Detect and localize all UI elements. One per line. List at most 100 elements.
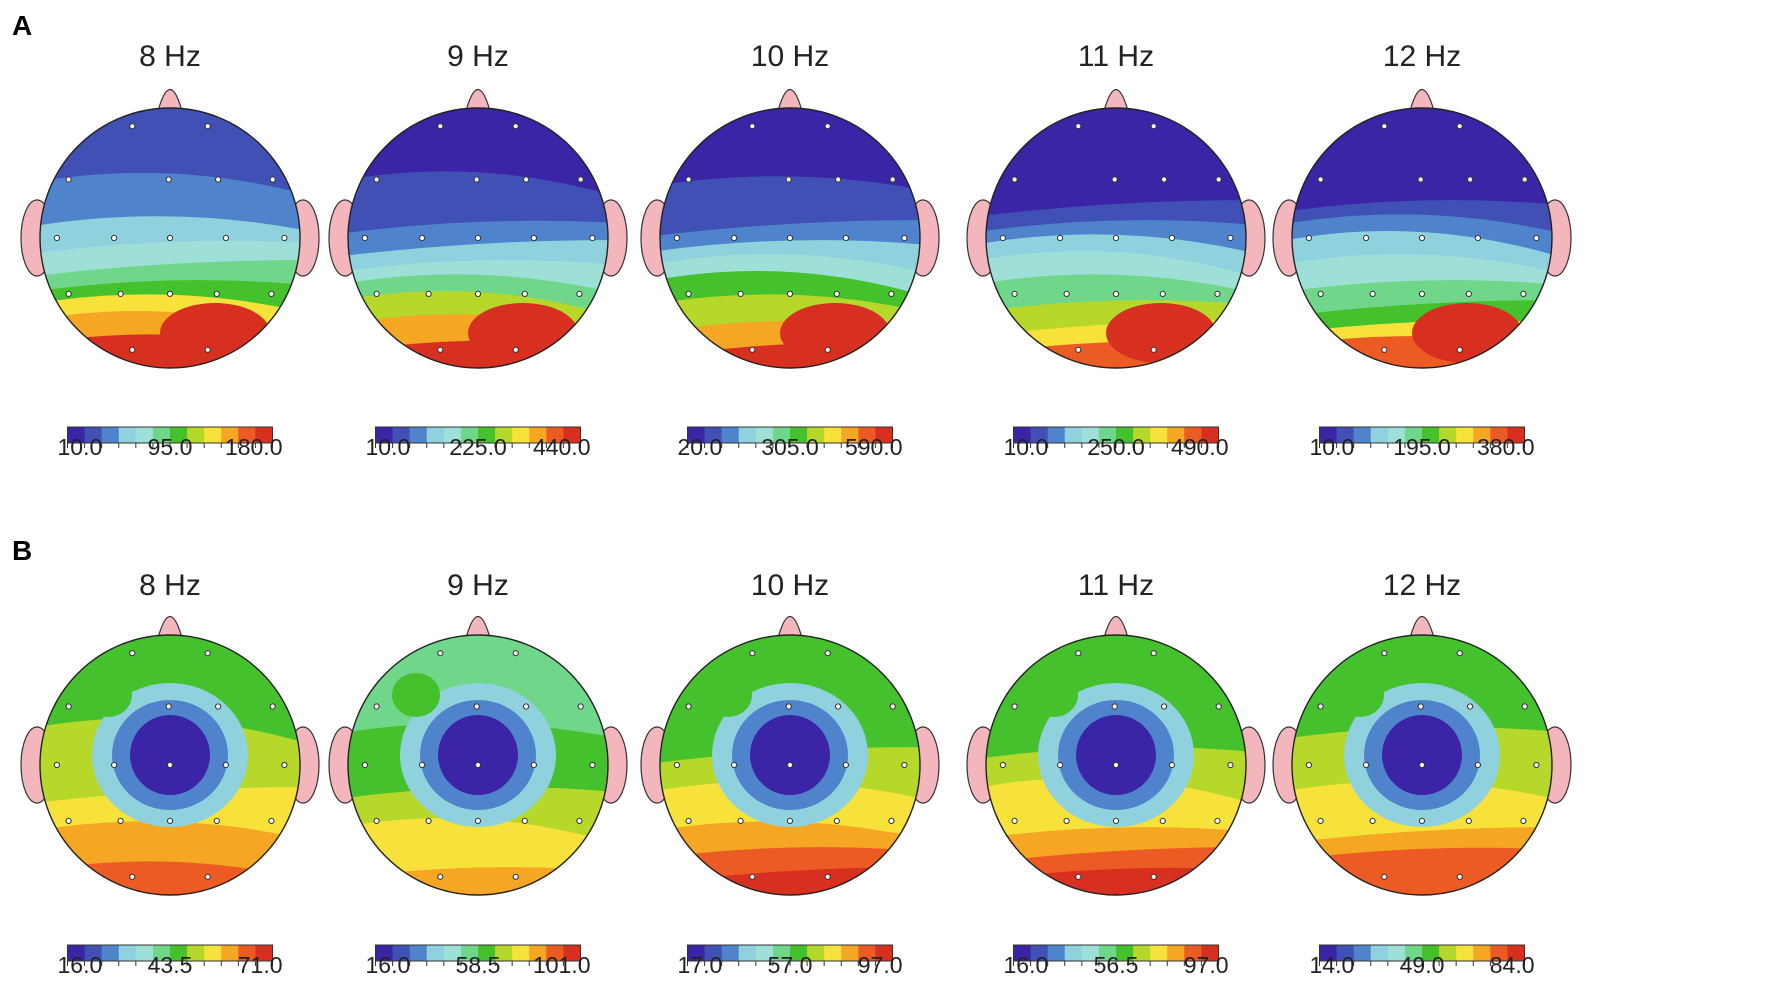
colorbar-swatch	[1150, 945, 1168, 961]
colorbar-swatch	[1422, 945, 1440, 961]
colorbar-swatch	[807, 945, 825, 961]
electrode-marker	[166, 761, 174, 769]
electrode-marker	[786, 290, 794, 297]
colorbar-swatch	[824, 945, 842, 961]
colorbar-swatch	[495, 427, 513, 443]
electrode-marker	[521, 290, 528, 297]
colorbar-swatch	[875, 427, 893, 443]
field-band	[160, 303, 270, 363]
electrode-marker	[731, 234, 738, 242]
colorbar-swatch	[1064, 945, 1083, 961]
colorbar: 16.0 43.5 71.0	[58, 944, 283, 978]
electrode-marker	[269, 703, 276, 710]
electrode-marker	[213, 817, 220, 825]
electrode-marker	[901, 234, 908, 242]
electrode-marker	[373, 817, 380, 825]
scalp-field	[40, 635, 300, 895]
field-band	[392, 673, 440, 717]
electrode-marker	[474, 234, 482, 242]
colorbar-swatch	[841, 945, 859, 961]
electrode-marker	[833, 817, 840, 825]
colorbar-swatch	[460, 427, 479, 443]
electrode-marker	[1227, 761, 1234, 769]
electrode-marker	[204, 346, 211, 353]
colorbar-swatch	[1013, 427, 1032, 443]
scalp-map: 9 Hz 10.0 225.0 440.0	[328, 40, 628, 460]
colorbar-swatch	[1370, 945, 1389, 961]
electrode-marker	[215, 176, 222, 183]
electrode-marker	[523, 176, 530, 183]
electrode-marker	[215, 703, 222, 710]
colorbar-swatch	[512, 427, 530, 443]
scalp-field	[1292, 108, 1552, 368]
electrode-marker	[53, 234, 61, 242]
scalp-map: 10 Hz 17.0 57.0 97.0	[640, 569, 940, 978]
colorbar-swatch	[1507, 427, 1525, 443]
colorbar-swatch	[1404, 427, 1423, 443]
scalp-field	[660, 635, 920, 895]
colorbar: 10.0 225.0 440.0	[366, 426, 591, 460]
colorbar-tick-label: 180.0	[225, 434, 283, 460]
colorbar-swatch	[1319, 427, 1338, 443]
electrode-marker	[749, 123, 756, 130]
colorbar-swatch	[204, 427, 222, 443]
head-outline	[39, 634, 301, 896]
electrode-marker	[373, 703, 380, 710]
electrode-marker	[1161, 176, 1168, 183]
electrode-marker	[685, 703, 692, 710]
electrode-marker	[824, 650, 831, 657]
electrode-marker	[1057, 234, 1064, 242]
colorbar-swatch	[1336, 945, 1355, 961]
electrode-marker	[1317, 703, 1324, 710]
electrode-marker	[204, 873, 211, 880]
electrode-marker	[785, 176, 792, 183]
colorbar-tick-label: 440.0	[533, 434, 591, 460]
electrode-marker	[361, 761, 368, 769]
electrode-marker	[166, 290, 174, 297]
electrode-marker	[1465, 290, 1472, 297]
colorbar-swatch	[824, 427, 842, 443]
electrode-marker	[419, 234, 426, 242]
electrode-marker	[1111, 703, 1118, 710]
colorbar-swatch	[529, 427, 547, 443]
colorbar-swatch	[1047, 945, 1066, 961]
colorbar-swatch	[529, 945, 547, 961]
colorbar-swatch	[478, 427, 496, 443]
colorbar-swatch	[546, 427, 564, 443]
colorbar-swatch	[755, 427, 774, 443]
electrode-marker	[1159, 817, 1166, 825]
electrode-marker	[1418, 234, 1426, 242]
colorbar-swatch	[1030, 945, 1049, 961]
colorbar-swatch	[135, 945, 154, 961]
colorbar-swatch	[1507, 945, 1525, 961]
frequency-title: 8 Hz	[139, 569, 201, 602]
colorbar-swatch	[204, 945, 222, 961]
colorbar-tick-label: 10.0	[1004, 434, 1049, 460]
colorbar-swatch	[1116, 427, 1134, 443]
electrode-marker	[1467, 176, 1474, 183]
colorbar-tick-label: 17.0	[678, 952, 723, 978]
colorbar-swatch	[1184, 945, 1202, 961]
electrode-marker	[749, 873, 756, 880]
colorbar-swatch	[790, 427, 808, 443]
colorbar-swatch	[858, 945, 876, 961]
electrode-marker	[842, 234, 850, 242]
electrode-marker	[999, 234, 1007, 242]
electrode-marker	[1521, 176, 1528, 183]
panel-label: B	[12, 535, 32, 566]
electrode-marker	[1111, 176, 1118, 183]
colorbar-swatch	[1353, 945, 1372, 961]
head-outline	[659, 634, 921, 896]
colorbar-swatch	[101, 945, 120, 961]
scalp-map: 11 Hz 10.0 250.0 490.0	[966, 40, 1266, 460]
electrode-marker	[530, 234, 538, 242]
colorbar-swatch	[1201, 427, 1219, 443]
colorbar-tick-label: 10.0	[366, 434, 411, 460]
electrode-marker	[835, 703, 842, 710]
electrode-marker	[786, 817, 794, 825]
colorbar-swatch	[563, 945, 581, 961]
electrode-marker	[65, 290, 72, 297]
colorbar-swatch	[221, 427, 239, 443]
electrode-marker	[1112, 817, 1120, 825]
colorbar-tick-label: 590.0	[845, 434, 903, 460]
